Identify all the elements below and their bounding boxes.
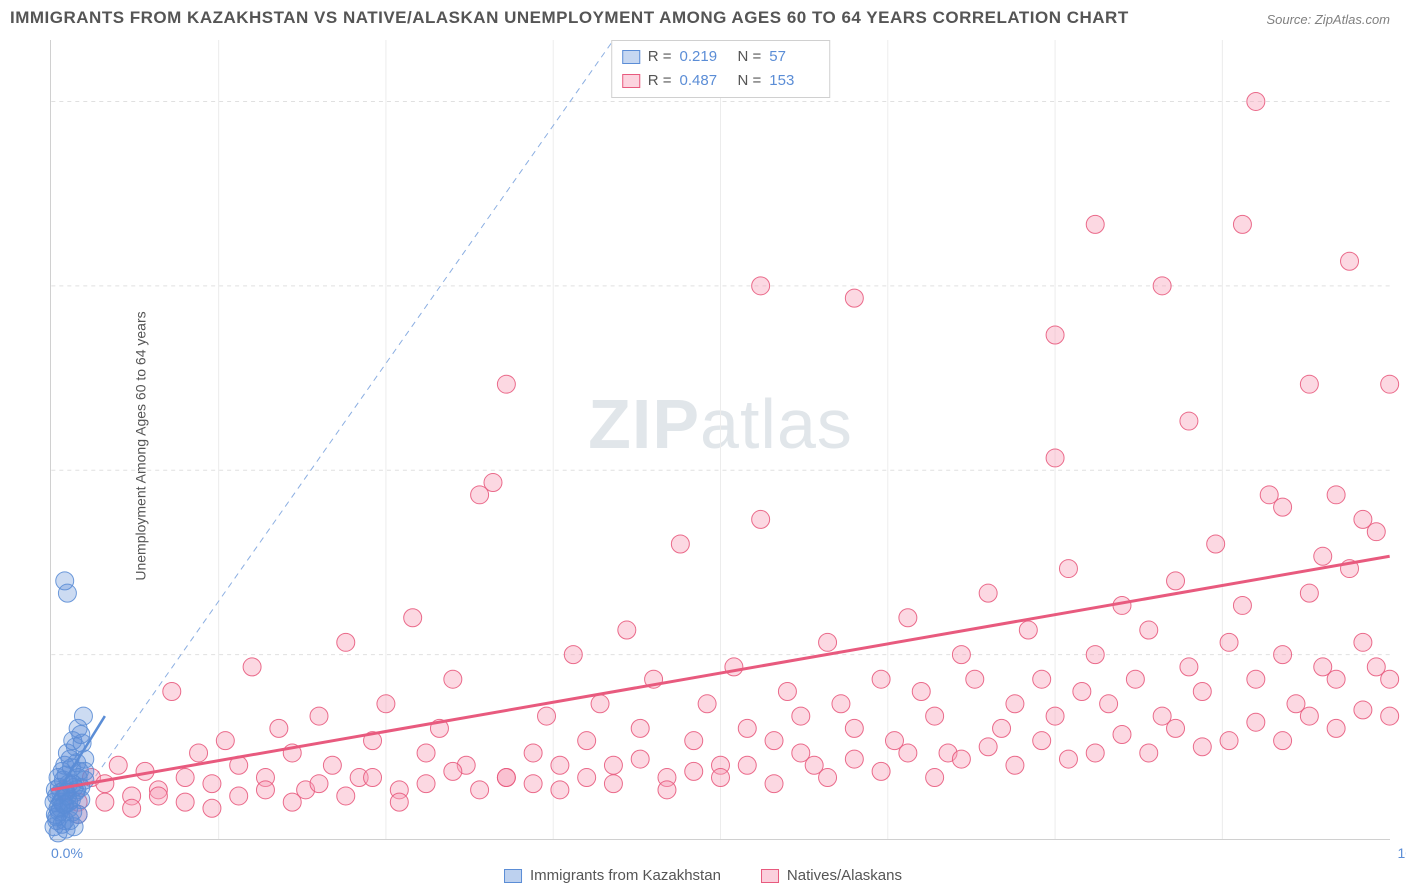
y-tick-label: 45.0%	[1395, 278, 1406, 294]
chart-title: IMMIGRANTS FROM KAZAKHSTAN VS NATIVE/ALA…	[10, 8, 1129, 28]
y-tick-label: 15.0%	[1395, 647, 1406, 663]
chart-canvas	[51, 40, 1390, 839]
plot-area: ZIPatlas R =0.219 N =57 R =0.487 N =153 …	[50, 40, 1390, 840]
source-credit: Source: ZipAtlas.com	[1266, 12, 1390, 27]
swatch-icon	[504, 869, 522, 883]
legend-item-series2: Natives/Alaskans	[761, 867, 902, 884]
series-legend: Immigrants from Kazakhstan Natives/Alask…	[504, 867, 902, 884]
swatch-icon	[761, 869, 779, 883]
legend-item-series1: Immigrants from Kazakhstan	[504, 867, 721, 884]
x-tick-label: 100.0%	[1398, 845, 1406, 861]
legend-label: Natives/Alaskans	[787, 867, 902, 884]
y-tick-label: 60.0%	[1395, 94, 1406, 110]
y-tick-label: 30.0%	[1395, 463, 1406, 479]
x-tick-label: 0.0%	[51, 845, 83, 861]
legend-label: Immigrants from Kazakhstan	[530, 867, 721, 884]
swatch-icon	[622, 74, 640, 88]
legend-row-series1: R =0.219 N =57	[622, 45, 820, 69]
swatch-icon	[622, 50, 640, 64]
legend-row-series2: R =0.487 N =153	[622, 69, 820, 93]
correlation-legend: R =0.219 N =57 R =0.487 N =153	[611, 40, 831, 98]
